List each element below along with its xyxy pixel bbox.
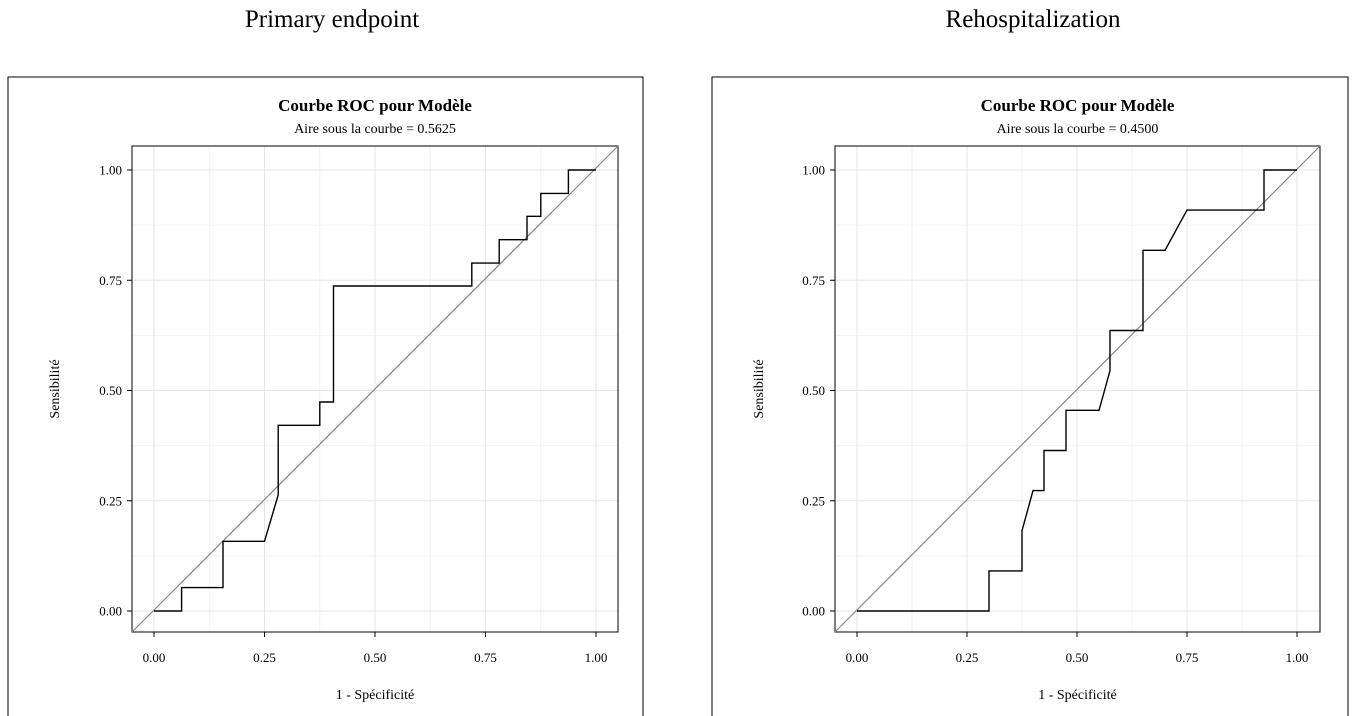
y-tick-label: 0.25 [99, 493, 122, 508]
panel-heading-rehospitalization: Rehospitalization [945, 6, 1121, 33]
y-axis-label: Sensibilité [752, 359, 767, 418]
reference-line [131, 145, 619, 633]
y-tick-label: 0.00 [99, 604, 122, 619]
y-tick-label: 0.00 [802, 604, 825, 619]
x-tick-label: 0.00 [143, 650, 166, 665]
y-tick-label: 0.75 [99, 273, 122, 288]
x-tick-label: 0.25 [956, 650, 979, 665]
x-axis-label: 1 - Spécificité [1038, 688, 1117, 703]
chart-frame [711, 76, 1349, 716]
x-tick-label: 0.50 [364, 650, 387, 665]
x-tick-label: 0.25 [253, 650, 276, 665]
y-axis-label: Sensibilité [48, 359, 63, 418]
y-tick-label: 0.75 [802, 273, 825, 288]
roc-curve [857, 169, 1297, 612]
y-tick-label: 0.25 [802, 493, 825, 508]
x-tick-label: 0.50 [1066, 650, 1089, 665]
x-axis-label: 1 - Spécificité [336, 688, 415, 703]
panel-heading-primary-endpoint: Primary endpoint [244, 6, 420, 33]
chart-subtitle: Aire sous la courbe = 0.4500 [997, 122, 1159, 137]
y-tick-label: 0.50 [99, 383, 122, 398]
x-tick-label: 0.75 [1176, 650, 1199, 665]
roc-chart-1: 0.00 0.25 0.50 0.75 1.00 0.00 0.25 0.50 0.75 1.00… [7, 76, 644, 716]
chart-subtitle: Aire sous la courbe = 0.5625 [294, 122, 456, 137]
y-tick-label: 1.00 [99, 163, 122, 178]
x-tick-label: 1.00 [1286, 650, 1309, 665]
x-tick-label: 0.00 [846, 650, 869, 665]
chart-frame [7, 76, 644, 716]
y-tick-label: 0.50 [802, 383, 825, 398]
y-tick-label: 1.00 [802, 163, 825, 178]
roc-chart-2: 0.00 0.25 0.50 0.75 1.00 0.00 0.25 0.50 0.75 1.00… [711, 76, 1349, 716]
roc-curve [154, 169, 596, 612]
chart-title: Courbe ROC pour Modèle [278, 96, 472, 115]
chart-title: Courbe ROC pour Modèle [981, 96, 1175, 115]
x-tick-label: 1.00 [585, 650, 608, 665]
reference-line [834, 145, 1321, 633]
x-tick-label: 0.75 [474, 650, 497, 665]
